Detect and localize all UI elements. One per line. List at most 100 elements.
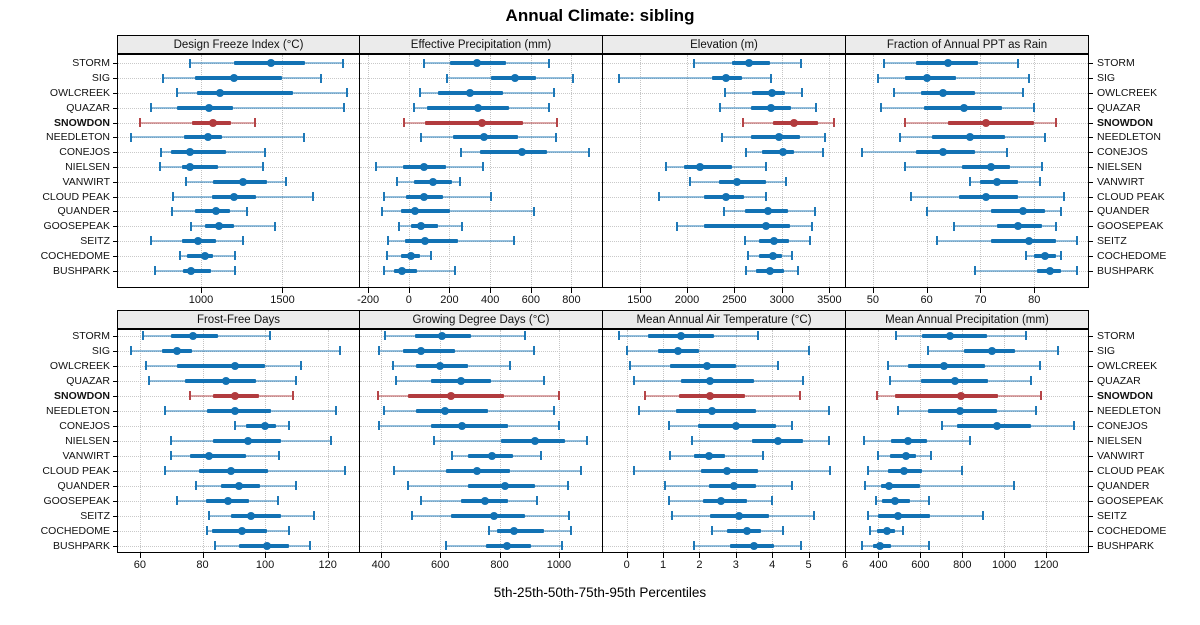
whisker-cap <box>406 481 409 490</box>
axis-tick-label: 1200 <box>1033 559 1059 571</box>
axis-tick-label: 80 <box>1028 294 1041 306</box>
panel-strip: Growing Degree Days (°C) <box>359 310 603 329</box>
station-label-right: NEEDLETON <box>1097 131 1161 144</box>
median-dot <box>420 162 429 171</box>
panel-strip-title: Fraction of Annual PPT as Rain <box>886 38 1048 51</box>
median-dot <box>1024 236 1033 245</box>
whisker-cap <box>618 331 621 340</box>
row-tick-left <box>113 455 117 457</box>
whisker-cap <box>343 103 346 113</box>
median-dot <box>221 376 230 385</box>
horizontal-gridline <box>603 255 845 257</box>
whisker-cap <box>895 331 898 340</box>
whisker-cap <box>952 221 955 231</box>
row-tick-right <box>1089 335 1093 337</box>
whisker-cap <box>893 88 896 98</box>
whisker-cap <box>329 436 332 445</box>
whisker-cap <box>420 132 422 142</box>
whisker-cap <box>877 451 880 460</box>
axis-tick-label: 400 <box>371 559 390 571</box>
median-dot <box>421 236 430 245</box>
whisker-cap <box>809 236 812 246</box>
whisker-cap <box>875 496 878 505</box>
whisker-cap <box>295 376 298 385</box>
whisker-cap <box>423 58 426 68</box>
station-label-right: BUSHPARK <box>1097 264 1154 277</box>
whisker-cap <box>813 206 816 216</box>
station-label-right: STORM <box>1097 329 1135 342</box>
median-dot <box>721 192 730 201</box>
vertical-gridline <box>201 55 203 287</box>
panel-plot-region <box>602 54 846 288</box>
horizontal-gridline <box>603 92 845 94</box>
median-dot <box>696 162 705 171</box>
vertical-gridline <box>872 55 874 287</box>
whisker-cap <box>446 73 449 83</box>
row-tick-left <box>113 425 117 427</box>
median-dot <box>243 436 252 445</box>
row-tick-right <box>1089 350 1093 352</box>
range-5-95 <box>130 349 341 352</box>
whisker-cap <box>311 192 314 201</box>
median-dot <box>956 406 965 415</box>
vertical-gridline <box>449 55 451 287</box>
whisker-cap <box>1076 266 1079 275</box>
median-dot <box>193 236 202 245</box>
whisker-cap <box>138 118 141 127</box>
whisker-cap <box>246 206 249 216</box>
whisker-cap <box>163 466 166 475</box>
panel-strip: Effective Precipitation (mm) <box>359 35 603 54</box>
whisker-cap <box>343 466 346 475</box>
whisker-cap <box>1022 88 1025 98</box>
horizontal-gridline <box>846 240 1088 242</box>
station-label-left: NIELSEN <box>65 160 110 173</box>
axis-tick-mark <box>626 553 628 558</box>
axis-tick-label: 400 <box>869 559 888 571</box>
whisker-cap <box>898 132 901 142</box>
panel-plot-region <box>359 329 603 553</box>
whisker-cap <box>163 406 166 415</box>
whisker-cap <box>300 361 303 370</box>
axis-tick-label: 120 <box>318 559 337 571</box>
vertical-gridline <box>980 55 982 287</box>
whisker-cap <box>587 147 590 157</box>
horizontal-gridline <box>118 270 359 272</box>
whisker-cap <box>1062 192 1065 201</box>
horizontal-gridline <box>118 166 359 168</box>
whisker-cap <box>815 103 818 113</box>
median-dot <box>766 103 775 112</box>
horizontal-gridline <box>360 240 602 242</box>
panel-plot-region <box>117 54 360 288</box>
median-dot <box>677 331 686 340</box>
row-tick-right <box>1089 425 1093 427</box>
horizontal-gridline <box>846 515 1088 517</box>
range-25-75 <box>880 483 921 488</box>
whisker-cap <box>869 526 872 535</box>
horizontal-gridline <box>118 425 359 427</box>
whisker-cap <box>170 436 173 445</box>
whisker-cap <box>925 206 928 216</box>
row-tick-left <box>113 226 117 228</box>
whisker-cap <box>929 451 932 460</box>
panel-strip-title: Mean Annual Precipitation (mm) <box>885 313 1049 326</box>
horizontal-gridline <box>360 166 602 168</box>
median-dot <box>205 103 214 112</box>
station-label-left: SEITZ <box>80 234 110 247</box>
axis-tick-mark <box>368 288 370 293</box>
station-label-right: SNOWDON <box>1097 116 1153 129</box>
horizontal-gridline <box>846 211 1088 213</box>
axis-tick-mark <box>663 553 665 558</box>
median-dot <box>410 207 419 216</box>
row-tick-left <box>113 515 117 517</box>
range-25-75 <box>922 333 988 338</box>
vertical-gridline <box>686 55 688 287</box>
whisker-cap <box>1076 236 1079 246</box>
row-tick-left <box>113 410 117 412</box>
median-dot <box>708 406 717 415</box>
axis-tick-label: 800 <box>953 559 972 571</box>
whisker-cap <box>312 511 315 520</box>
horizontal-gridline <box>603 122 845 124</box>
axis-tick-label: -200 <box>357 294 380 306</box>
whisker-cap <box>692 541 695 550</box>
whisker-cap <box>148 376 151 385</box>
